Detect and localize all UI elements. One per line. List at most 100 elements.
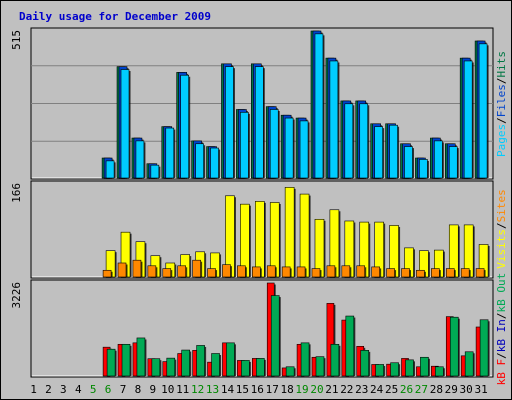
legend-item: kB F bbox=[495, 359, 508, 386]
bar-kb-out-day-20 bbox=[315, 356, 325, 377]
axis-max-label: 3226 bbox=[10, 282, 23, 309]
bar-pages-day-14 bbox=[225, 66, 234, 179]
day-label-28: 28 bbox=[430, 383, 443, 396]
bar-sites-day-16 bbox=[252, 266, 261, 278]
day-label-7: 7 bbox=[120, 383, 127, 396]
bar-sites-day-9 bbox=[147, 265, 157, 278]
bar-sites-day-28 bbox=[431, 268, 440, 278]
bar-pages-day-29 bbox=[448, 146, 458, 179]
bar-pages-day-13 bbox=[210, 147, 219, 179]
bar-pages-day-20 bbox=[314, 33, 324, 179]
day-label-19: 19 bbox=[295, 383, 308, 396]
bar-pages-day-12 bbox=[195, 143, 204, 179]
bar-pages-day-16 bbox=[255, 66, 264, 179]
day-label-31: 31 bbox=[474, 383, 487, 396]
bar-sites-day-31 bbox=[475, 268, 485, 278]
day-label-9: 9 bbox=[150, 383, 157, 396]
bar-kb-out-day-10 bbox=[166, 357, 176, 377]
bar-pages-day-24 bbox=[374, 126, 383, 179]
legend-item: Visits bbox=[495, 229, 508, 269]
bar-kb-out-day-13 bbox=[211, 353, 220, 377]
bar-sites-day-12 bbox=[192, 259, 201, 278]
day-label-24: 24 bbox=[370, 383, 384, 396]
bar-visits-day-19 bbox=[299, 193, 310, 278]
bar-kb-out-day-22 bbox=[345, 315, 355, 377]
bar-sites-day-20 bbox=[311, 268, 321, 278]
bar-sites-day-23 bbox=[356, 265, 366, 278]
bar-sites-day-15 bbox=[237, 265, 246, 278]
day-label-27: 27 bbox=[415, 383, 428, 396]
bar-pages-day-11 bbox=[180, 74, 189, 179]
bar-kb-out-day-9 bbox=[151, 358, 161, 377]
bar-kb-out-day-19 bbox=[300, 342, 310, 377]
day-label-20: 20 bbox=[310, 383, 323, 396]
bar-pages-day-22 bbox=[344, 103, 354, 179]
bar-sites-day-7 bbox=[117, 262, 127, 278]
day-label-2: 2 bbox=[45, 383, 52, 396]
bar-sites-day-30 bbox=[460, 268, 470, 278]
legend-item: Files bbox=[495, 84, 508, 117]
day-label-6: 6 bbox=[105, 383, 112, 396]
bar-pages-day-15 bbox=[240, 112, 249, 179]
bar-kb-out-day-29 bbox=[449, 316, 459, 377]
bar-pages-day-30 bbox=[463, 60, 473, 179]
bar-sites-day-13 bbox=[207, 268, 216, 278]
bar-pages-day-10 bbox=[165, 127, 175, 179]
day-label-29: 29 bbox=[445, 383, 458, 396]
bar-pages-day-21 bbox=[329, 60, 339, 179]
panel-middle: 166 Visits/Sites bbox=[10, 180, 508, 279]
day-label-1: 1 bbox=[30, 383, 37, 396]
bar-sites-day-19 bbox=[296, 266, 306, 278]
bar-kb-out-day-25 bbox=[390, 362, 399, 377]
day-label-13: 13 bbox=[206, 383, 219, 396]
legend-item: kB Out bbox=[495, 273, 508, 313]
bar-kb-out-day-30 bbox=[464, 351, 474, 377]
bar-pages-day-31 bbox=[478, 43, 488, 179]
panels-layer: 515Pages/Files/Hits166Visits/Sites3226kB… bbox=[10, 27, 508, 386]
day-label-26: 26 bbox=[400, 383, 413, 396]
bar-pages-day-17 bbox=[269, 109, 279, 179]
bar-kb-out-day-18 bbox=[285, 366, 295, 377]
day-label-10: 10 bbox=[161, 383, 174, 396]
bar-kb-out-day-27 bbox=[420, 356, 429, 377]
day-label-18: 18 bbox=[281, 383, 294, 396]
day-label-21: 21 bbox=[325, 383, 338, 396]
bar-sites-day-10 bbox=[162, 268, 172, 278]
day-label-5: 5 bbox=[90, 383, 97, 396]
legend-item: / bbox=[495, 78, 508, 85]
bar-sites-day-14 bbox=[222, 264, 231, 278]
bar-sites-day-18 bbox=[281, 266, 291, 278]
bar-kb-f-day-21 bbox=[326, 303, 335, 377]
bar-kb-out-day-12 bbox=[196, 345, 205, 377]
bar-visits-day-16 bbox=[255, 201, 265, 278]
day-label-23: 23 bbox=[355, 383, 368, 396]
bar-visits-day-18 bbox=[284, 187, 295, 278]
bar-pages-day-19 bbox=[299, 120, 309, 179]
legend-item: kB In bbox=[495, 319, 508, 352]
bar-sites-day-21 bbox=[326, 265, 336, 278]
axis-max-label: 515 bbox=[10, 30, 23, 50]
day-label-12: 12 bbox=[191, 383, 204, 396]
bar-pages-day-26 bbox=[404, 146, 413, 179]
bar-kb-out-day-7 bbox=[121, 343, 131, 377]
bar-kb-out-day-6 bbox=[106, 348, 116, 377]
day-label-25: 25 bbox=[385, 383, 398, 396]
bar-pages-day-9 bbox=[150, 164, 160, 179]
bar-sites-day-11 bbox=[177, 265, 186, 278]
legend-item: Sites bbox=[495, 189, 508, 222]
bar-kb-out-day-26 bbox=[405, 359, 414, 377]
bar-sites-day-27 bbox=[416, 269, 425, 278]
bar-sites-day-26 bbox=[401, 268, 410, 278]
bar-kb-out-day-11 bbox=[181, 349, 190, 377]
day-labels: 1 2 3 4 5 6 7 8 9 10 11 12 13 14 15 16 17 18 19 20 21 22 23 24 2… bbox=[30, 383, 488, 396]
bar-kb-out-day-23 bbox=[360, 350, 370, 377]
bar-pages-day-25 bbox=[389, 124, 398, 179]
bar-sites-day-25 bbox=[386, 268, 395, 278]
legend-item: / bbox=[495, 117, 508, 124]
legend-item: Pages bbox=[495, 124, 508, 157]
bar-pages-day-8 bbox=[135, 140, 145, 179]
legend-bottom: kB F/kB In/kB Out bbox=[495, 273, 508, 386]
bar-sites-day-6 bbox=[102, 269, 112, 278]
